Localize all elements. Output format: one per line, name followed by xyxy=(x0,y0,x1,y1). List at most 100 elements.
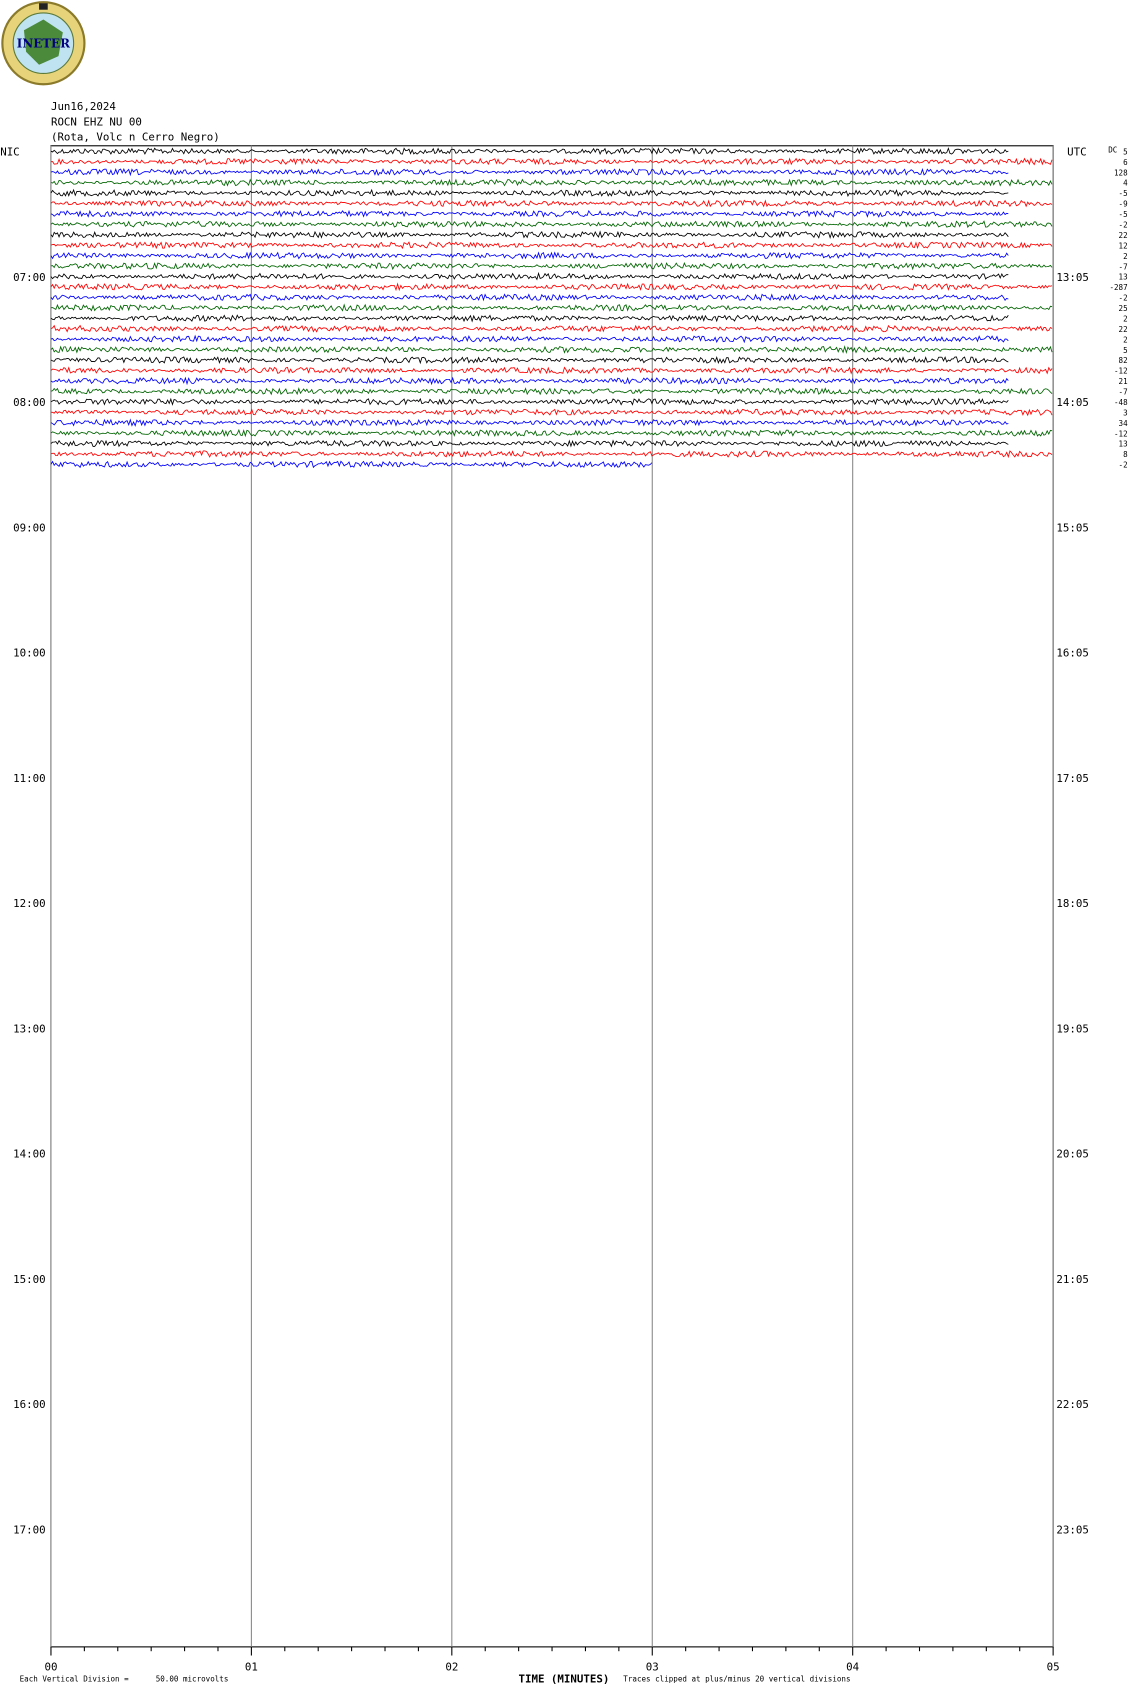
x-axis-label: TIME (MINUTES) xyxy=(518,1673,609,1686)
dc-offset: -5 xyxy=(1119,189,1128,198)
dc-offset: 2 xyxy=(1123,314,1128,323)
dc-offset: 2 xyxy=(1123,335,1128,344)
dc-offset: 6 xyxy=(1123,158,1128,167)
dc-offset: 34 xyxy=(1119,419,1129,428)
dc-offset: -48 xyxy=(1114,398,1128,407)
right-axis-label: UTC xyxy=(1067,146,1086,159)
right-hour-label: 22:05 xyxy=(1056,1398,1088,1411)
dc-offset: -7 xyxy=(1119,388,1128,397)
dc-offset: 13 xyxy=(1119,273,1128,282)
footer-right: Traces clipped at plus/minus 20 vertical… xyxy=(623,1674,850,1683)
left-hour-label: 15:00 xyxy=(13,1273,45,1286)
dc-label: DC xyxy=(1108,145,1117,154)
dc-offset: -2 xyxy=(1119,461,1128,470)
dc-offset: 4 xyxy=(1123,179,1128,188)
trace xyxy=(50,167,1009,177)
right-hour-label: 16:05 xyxy=(1056,647,1088,660)
dc-offset: -287 xyxy=(1109,283,1127,292)
trace xyxy=(50,251,1009,260)
logo-text: INETER xyxy=(17,37,70,51)
right-hour-label: 15:05 xyxy=(1056,521,1088,534)
x-tick-label: 01 xyxy=(245,1661,258,1674)
left-hour-label: 07:00 xyxy=(13,271,45,284)
dc-offset: 5 xyxy=(1123,346,1128,355)
left-hour-label: 08:00 xyxy=(13,396,45,409)
dc-offset: -2 xyxy=(1119,294,1128,303)
dc-offset: 128 xyxy=(1114,168,1128,177)
right-hour-label: 13:05 xyxy=(1056,271,1088,284)
dc-offset: 25 xyxy=(1119,304,1128,313)
right-hour-label: 21:05 xyxy=(1056,1273,1088,1286)
dc-offset: 82 xyxy=(1119,356,1128,365)
trace xyxy=(50,418,1009,427)
x-tick-label: 00 xyxy=(44,1661,57,1674)
dc-offset: -9 xyxy=(1119,200,1129,209)
left-hour-label: 09:00 xyxy=(13,521,45,534)
footer-left: Each Vertical Division = xyxy=(20,1674,130,1683)
left-hour-label: 14:00 xyxy=(13,1148,45,1161)
trace xyxy=(50,355,1009,365)
trace xyxy=(50,188,1009,197)
trace xyxy=(50,293,1009,302)
trace xyxy=(50,303,1053,312)
trace xyxy=(50,408,1053,417)
right-hour-label: 17:05 xyxy=(1056,772,1088,785)
trace xyxy=(50,387,1053,396)
trace xyxy=(50,262,1053,271)
trace xyxy=(50,282,1053,292)
left-axis-label: NIC xyxy=(0,146,19,159)
dc-offset: 2 xyxy=(1123,252,1128,261)
trace xyxy=(50,334,1009,344)
dc-offset: 5 xyxy=(1123,147,1128,156)
trace xyxy=(50,449,1053,459)
trace xyxy=(50,220,1053,229)
dc-offset: -7 xyxy=(1119,262,1128,271)
trace xyxy=(50,209,1009,218)
trace xyxy=(50,147,1009,155)
right-hour-label: 20:05 xyxy=(1056,1148,1088,1161)
dc-offset: -2 xyxy=(1119,221,1128,230)
logo: INETER xyxy=(1,1,86,86)
dc-offset: 8 xyxy=(1123,450,1128,459)
dc-offset: -12 xyxy=(1114,367,1128,376)
left-hour-label: 16:00 xyxy=(13,1398,45,1411)
title-line: (Rota, Volc n Cerro Negro) xyxy=(51,130,220,143)
dc-offset: 22 xyxy=(1119,231,1128,240)
left-hour-label: 10:00 xyxy=(13,647,45,660)
footer-units: 50.00 microvolts xyxy=(156,1674,229,1683)
trace xyxy=(50,178,1053,187)
right-hour-label: 18:05 xyxy=(1056,897,1088,910)
dc-offset: -5 xyxy=(1119,210,1128,219)
dc-offset: 12 xyxy=(1119,241,1128,250)
trace xyxy=(50,439,1009,448)
left-hour-label: 12:00 xyxy=(13,897,45,910)
dc-offset: 3 xyxy=(1123,408,1128,417)
trace xyxy=(50,241,1053,250)
left-hour-label: 13:00 xyxy=(13,1022,45,1035)
trace xyxy=(50,460,653,469)
dc-offset: -12 xyxy=(1114,429,1128,438)
trace xyxy=(50,199,1053,208)
title-line: ROCN EHZ NU 00 xyxy=(51,115,142,128)
trace xyxy=(50,324,1053,333)
dc-offset: 22 xyxy=(1119,325,1128,334)
trace xyxy=(50,428,1053,438)
dc-offset: 13 xyxy=(1119,440,1128,449)
trace xyxy=(50,345,1053,355)
x-tick-label: 03 xyxy=(646,1661,659,1674)
x-tick-label: 04 xyxy=(846,1661,859,1674)
trace xyxy=(50,271,1009,281)
trace xyxy=(50,376,1009,386)
trace xyxy=(50,397,1009,406)
dc-offset: 21 xyxy=(1119,377,1129,386)
left-hour-label: 17:00 xyxy=(13,1523,45,1536)
trace xyxy=(50,157,1053,166)
trace xyxy=(50,366,1053,375)
x-tick-label: 02 xyxy=(445,1661,458,1674)
right-hour-label: 14:05 xyxy=(1056,396,1088,409)
trace xyxy=(50,314,1009,323)
right-hour-label: 19:05 xyxy=(1056,1022,1088,1035)
left-hour-label: 11:00 xyxy=(13,772,45,785)
